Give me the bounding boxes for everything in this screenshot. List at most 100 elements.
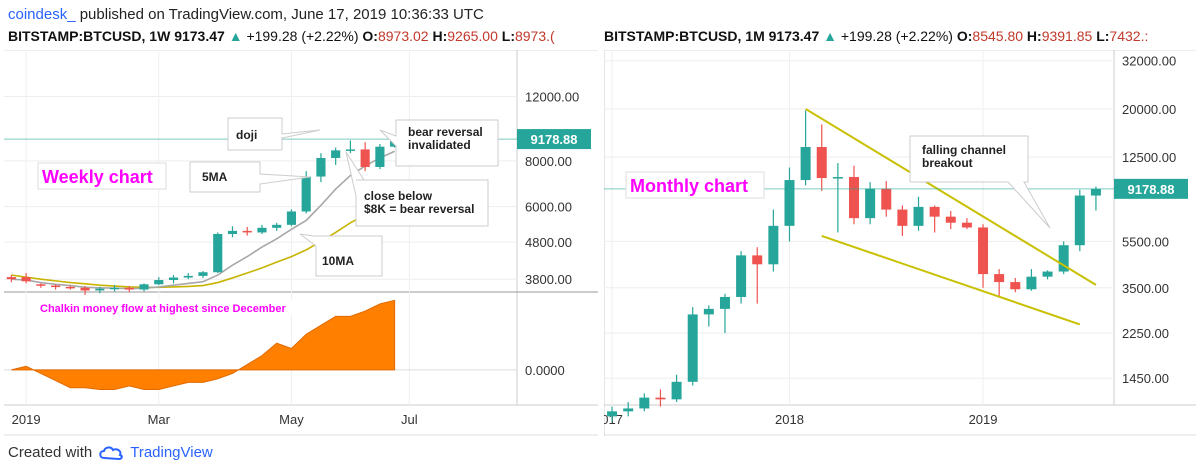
- channel-lower-line: [821, 235, 1081, 326]
- annotation-line: invalidated: [408, 138, 471, 152]
- candle-body: [51, 285, 61, 288]
- indicator-label-bg: [38, 300, 314, 315]
- candle-body: [784, 180, 795, 226]
- candle: [978, 224, 989, 288]
- candle: [124, 286, 134, 293]
- candle: [213, 232, 223, 274]
- x-tick-label: 2018: [775, 412, 804, 427]
- candle: [36, 283, 46, 288]
- indicator-area: [11, 299, 396, 391]
- candle-body: [168, 277, 179, 281]
- candle: [913, 196, 924, 231]
- candle-body: [1042, 271, 1053, 277]
- candle-body: [345, 149, 355, 151]
- candle-body: [1090, 188, 1101, 196]
- candle-body: [671, 381, 682, 400]
- candle: [242, 226, 252, 236]
- annotation-line: breakout: [922, 156, 973, 170]
- x-tick-label: 2019: [969, 412, 998, 427]
- candle-body: [994, 274, 1005, 283]
- y-tick-label: 3500.00: [1122, 281, 1169, 296]
- tradingview-link[interactable]: TradingView: [130, 444, 213, 461]
- candle: [655, 389, 666, 407]
- candle-body: [1010, 282, 1021, 290]
- annotation-5ma-text: 5MA: [202, 170, 228, 184]
- weekly-title-box: [37, 162, 167, 190]
- annotation-bear-reversal-invalidated-text: bear reversal invalidated: [408, 125, 483, 152]
- candle-body: [242, 230, 252, 233]
- y-tick-label: 5500.00: [1122, 234, 1169, 249]
- last-price-tag-label: 9178.88: [531, 132, 578, 147]
- candle-body: [375, 146, 385, 167]
- candle-body: [95, 288, 105, 291]
- high-label: H:: [1026, 28, 1042, 44]
- up-arrow-icon: ▲: [228, 28, 243, 44]
- y-axis-ticks: 32000.00 20000.00 12500.00 5500.00 3500.00 22…: [1122, 54, 1176, 387]
- candle-body: [183, 275, 193, 278]
- candle: [768, 209, 779, 272]
- candle: [286, 209, 297, 227]
- candle: [881, 181, 892, 217]
- monthly-chart[interactable]: 32000.00 20000.00 12500.00 5500.00 3500.00 22…: [604, 50, 1196, 436]
- candle-body: [36, 284, 46, 286]
- candle-body: [360, 149, 370, 167]
- candle-body: [301, 176, 311, 212]
- candle: [736, 251, 747, 304]
- candle-body: [198, 272, 208, 276]
- y-tick-label: 20000.00: [1122, 102, 1176, 117]
- candle-body: [945, 216, 956, 223]
- last-price: 9173.47: [768, 28, 820, 44]
- annotation-close-below-8k: close below $8K = bear reversal: [345, 151, 489, 227]
- candle-body: [331, 150, 341, 158]
- publish-info: published on TradingView.com, June 17, 2…: [75, 6, 484, 23]
- candle: [639, 393, 650, 412]
- candle-body: [800, 147, 811, 181]
- candle-body: [80, 287, 90, 291]
- y-tick-label: 8000.00: [525, 154, 572, 169]
- symbol-name: BITSTAMP:BTCUSD, 1M: [604, 28, 765, 44]
- last-price-tag-bg: [517, 129, 591, 150]
- candle-body: [719, 296, 730, 309]
- candle-body: [1074, 195, 1085, 246]
- low-value: 7432.:: [1109, 28, 1149, 44]
- candle: [623, 402, 634, 417]
- annotation-5ma: 5MA: [189, 161, 311, 193]
- candle: [183, 273, 193, 280]
- candle: [1042, 270, 1053, 280]
- candle: [1026, 269, 1037, 291]
- candle-body: [897, 209, 908, 226]
- weekly-chart[interactable]: 12000.00 8000.00 6000.00 4800.00 3800.00 201…: [4, 50, 598, 436]
- candle-body: [865, 188, 876, 219]
- last-price-tag-label: 9178.88: [1128, 182, 1175, 197]
- candles: [607, 110, 1101, 422]
- candles: [6, 137, 400, 296]
- annotation-10ma: 10MA: [299, 233, 383, 277]
- candle-body: [816, 147, 827, 179]
- candle: [1090, 186, 1101, 211]
- indicator-label: Chalkin money flow at highest since Dece…: [40, 303, 286, 315]
- candle: [752, 247, 763, 304]
- annotation-10ma-text: 10MA: [322, 254, 354, 268]
- weekly-title: Weekly chart: [42, 167, 153, 187]
- candle: [95, 286, 105, 294]
- candle: [800, 110, 811, 186]
- symbol-name: BITSTAMP:BTCUSD, 1W: [8, 28, 171, 44]
- x-axis-ticks: 017 2018 2019: [604, 412, 997, 427]
- candle: [784, 167, 795, 242]
- candle-body: [139, 284, 149, 290]
- y-tick-label: 3800.00: [525, 272, 572, 287]
- tradingview-cloud-icon: [99, 446, 124, 460]
- candle: [257, 224, 267, 235]
- candle-body: [6, 277, 16, 280]
- candle: [671, 374, 682, 402]
- candle: [316, 153, 326, 183]
- publisher-brand[interactable]: coindesk_: [8, 6, 76, 23]
- candle: [227, 226, 238, 238]
- candle-body: [639, 397, 650, 409]
- right-symbol-bar: BITSTAMP:BTCUSD, 1M 9173.47 ▲ +199.28 (+…: [604, 28, 1196, 50]
- candle: [360, 142, 370, 172]
- grid-lines: [604, 50, 1114, 405]
- candle-body: [227, 230, 238, 235]
- y-tick-label: 12500.00: [1122, 150, 1176, 165]
- candle-body: [1026, 276, 1037, 290]
